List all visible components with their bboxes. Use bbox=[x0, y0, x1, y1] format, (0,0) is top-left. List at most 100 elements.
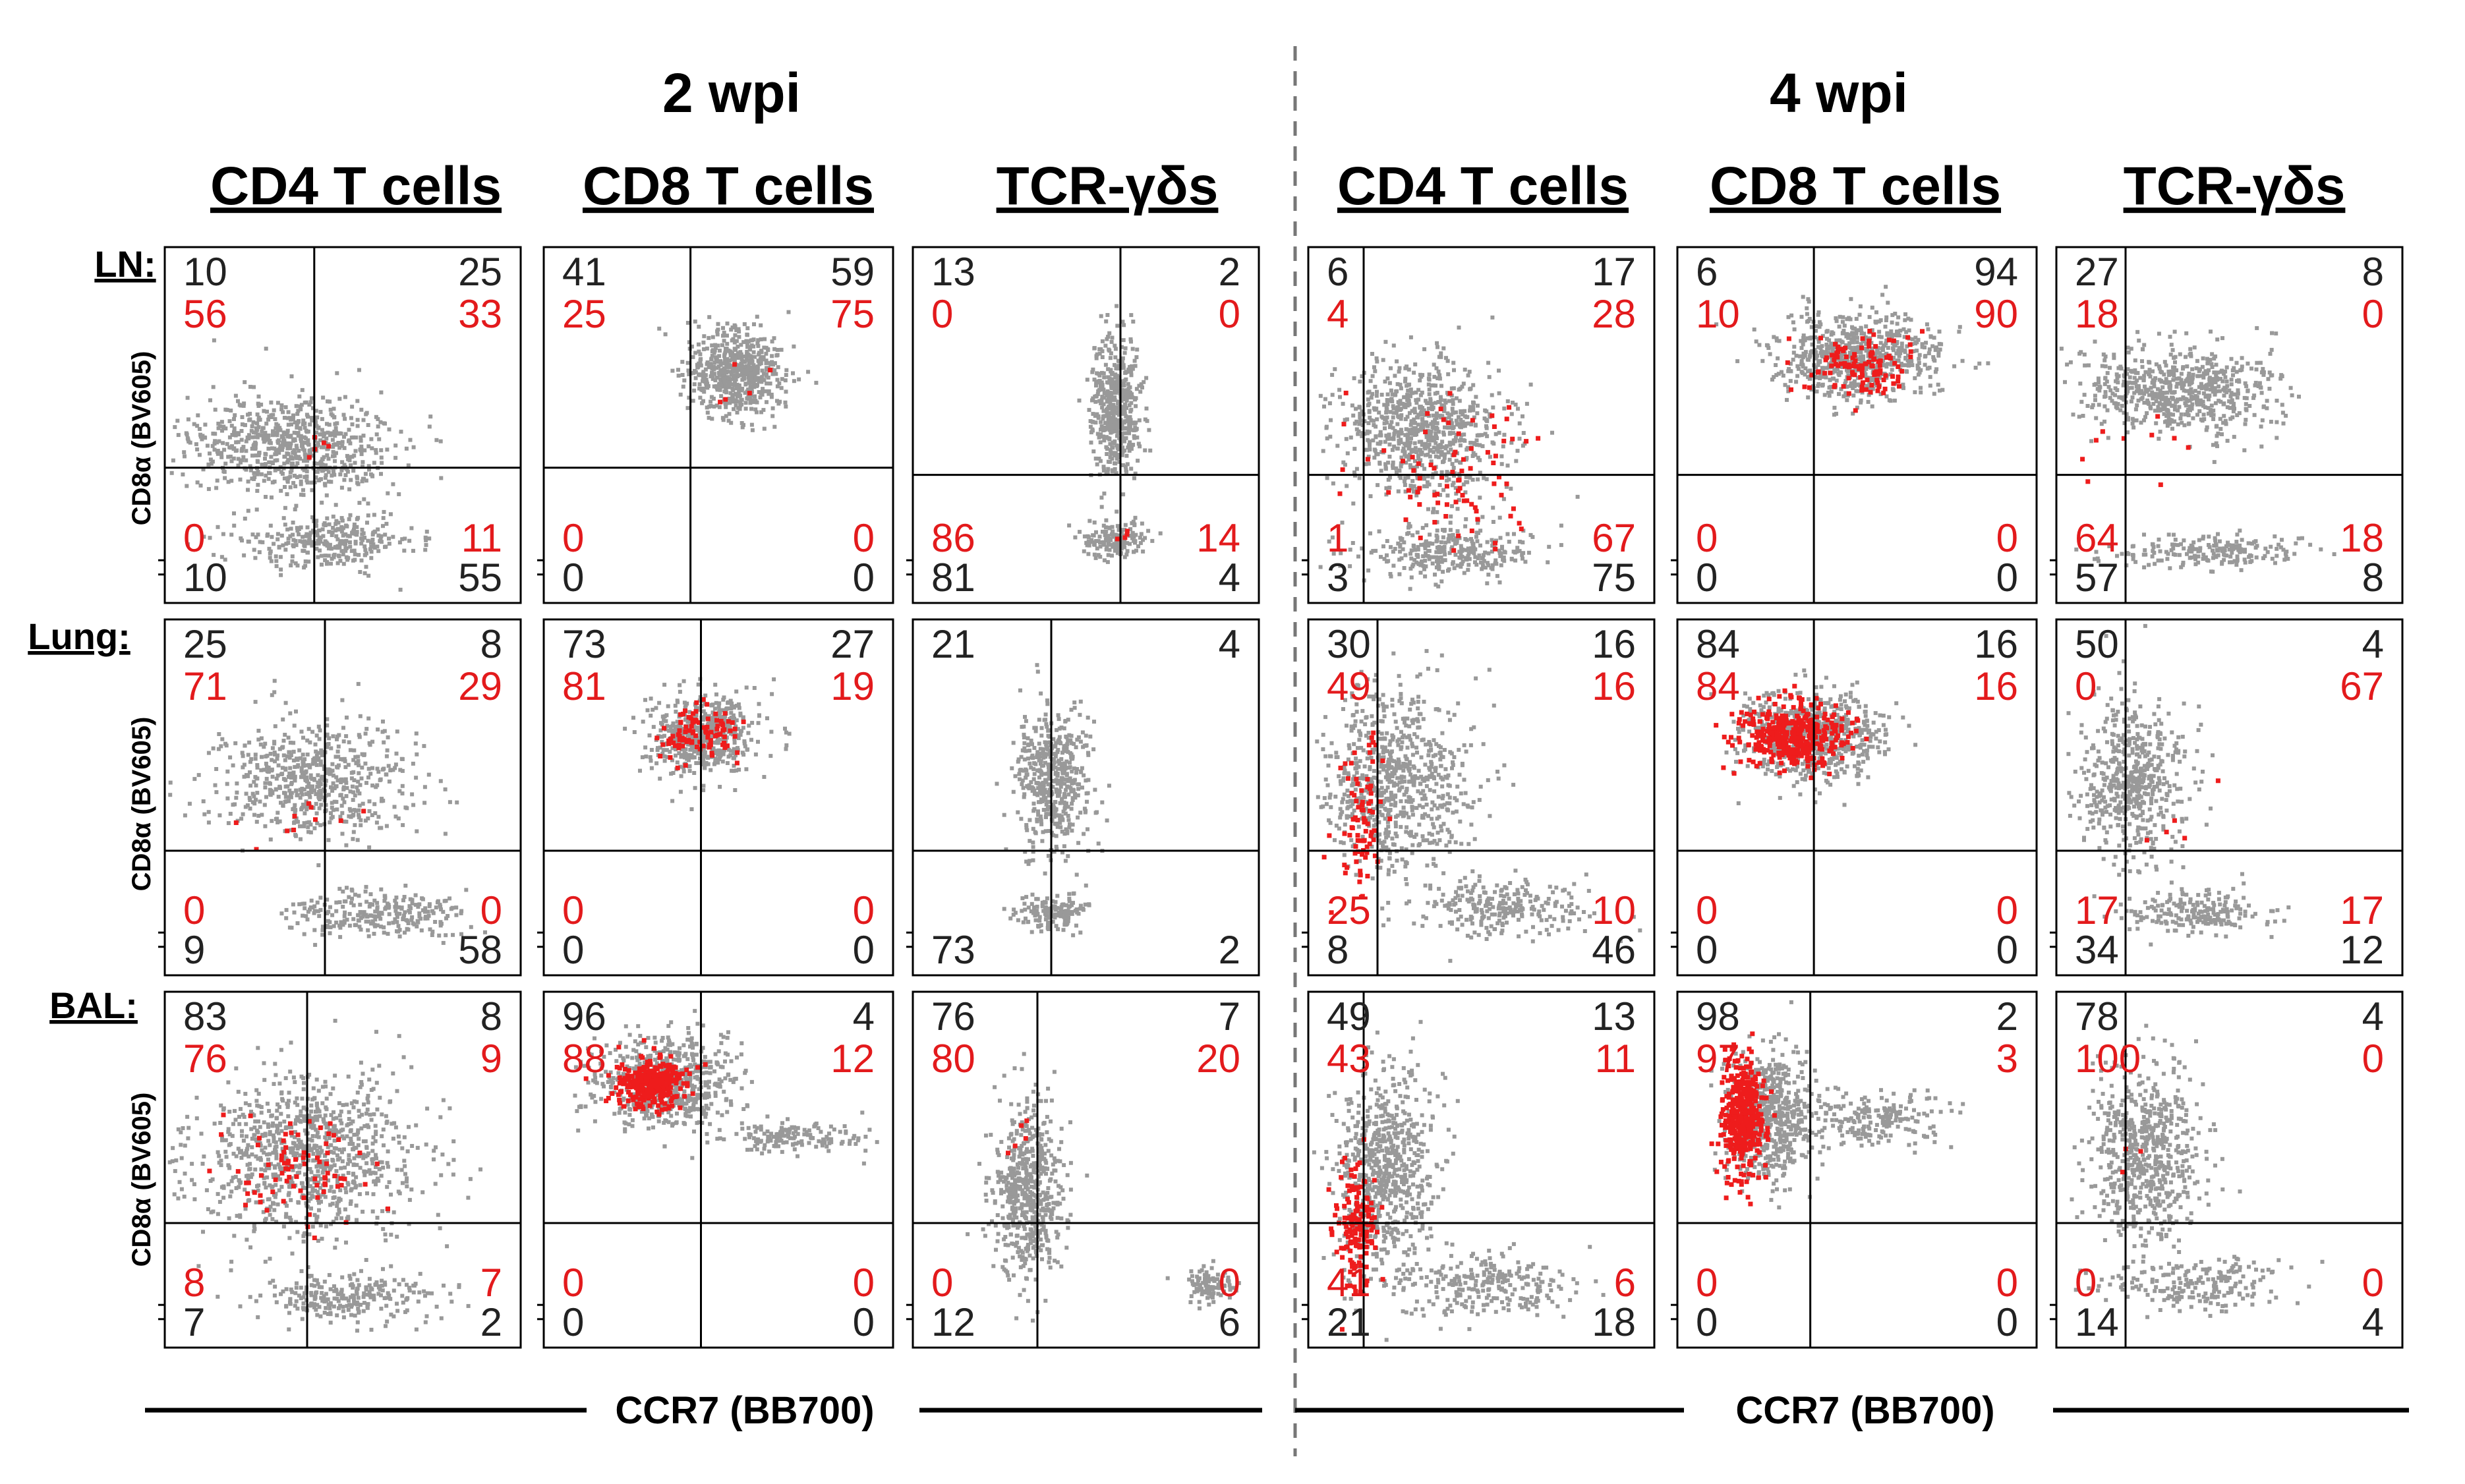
event-dot bbox=[2063, 380, 2067, 384]
event-dot bbox=[1091, 542, 1096, 547]
event-dot bbox=[775, 348, 780, 352]
event-dot bbox=[313, 416, 318, 421]
event-dot bbox=[321, 395, 326, 400]
event-dot bbox=[387, 542, 392, 546]
event-dot bbox=[274, 451, 279, 456]
event-dot bbox=[254, 442, 258, 446]
event-dot bbox=[324, 473, 328, 477]
event-dot bbox=[2122, 380, 2126, 384]
event-dot bbox=[254, 435, 258, 440]
event-dot bbox=[1120, 345, 1124, 349]
event-dot bbox=[2186, 376, 2191, 380]
event-dot bbox=[1450, 462, 1455, 467]
event-dot bbox=[703, 375, 707, 380]
event-dot bbox=[1129, 313, 1134, 318]
event-dot bbox=[2077, 351, 2082, 356]
event-dot bbox=[325, 422, 329, 426]
event-dot bbox=[1435, 520, 1439, 525]
highlight-dot bbox=[1416, 461, 1421, 467]
event-dot bbox=[1122, 420, 1126, 425]
event-dot bbox=[350, 405, 355, 409]
event-dot bbox=[698, 362, 703, 366]
event-dot bbox=[1892, 333, 1896, 337]
event-dot bbox=[1105, 392, 1109, 397]
event-dot bbox=[334, 426, 338, 430]
event-dot bbox=[1445, 358, 1450, 363]
event-dot bbox=[263, 457, 267, 461]
event-dot bbox=[707, 315, 712, 320]
event-dot bbox=[1846, 373, 1851, 378]
event-dot bbox=[1413, 429, 1418, 433]
event-dot bbox=[316, 528, 321, 532]
event-dot bbox=[1818, 346, 1823, 351]
event-dot bbox=[2207, 393, 2212, 398]
event-dot bbox=[740, 421, 744, 425]
event-dot bbox=[2251, 395, 2255, 400]
event-dot bbox=[358, 570, 362, 574]
event-dot bbox=[1438, 493, 1442, 498]
event-dot bbox=[1376, 442, 1380, 446]
event-dot bbox=[737, 329, 741, 334]
event-dot bbox=[1433, 391, 1437, 396]
event-dot bbox=[1466, 554, 1470, 558]
event-dot bbox=[1086, 539, 1091, 544]
event-dot bbox=[784, 368, 789, 372]
event-dot bbox=[1423, 558, 1428, 563]
event-dot bbox=[1443, 558, 1447, 563]
event-dot bbox=[295, 446, 299, 451]
event-dot bbox=[1095, 462, 1099, 467]
highlight-dot bbox=[1456, 533, 1461, 538]
event-dot bbox=[2275, 436, 2279, 440]
event-dot bbox=[676, 374, 681, 378]
event-dot bbox=[2164, 363, 2168, 368]
event-dot bbox=[1100, 355, 1105, 359]
event-dot bbox=[2230, 368, 2235, 372]
event-dot bbox=[752, 398, 757, 403]
event-dot bbox=[377, 437, 382, 442]
event-dot bbox=[2269, 373, 2273, 378]
event-dot bbox=[1427, 378, 1432, 382]
event-dot bbox=[321, 534, 326, 538]
event-dot bbox=[1505, 399, 1510, 403]
event-dot bbox=[1412, 544, 1416, 548]
event-dot bbox=[1374, 356, 1379, 360]
event-dot bbox=[1395, 446, 1400, 451]
event-dot bbox=[339, 468, 344, 472]
event-dot bbox=[2122, 397, 2126, 402]
event-dot bbox=[717, 405, 722, 409]
event-dot bbox=[1132, 550, 1136, 554]
event-dot bbox=[304, 430, 309, 434]
event-dot bbox=[2213, 386, 2217, 390]
event-dot bbox=[1436, 557, 1440, 562]
event-dot bbox=[1107, 377, 1112, 382]
event-dot bbox=[1111, 403, 1116, 407]
event-dot bbox=[289, 563, 293, 567]
event-dot bbox=[1415, 476, 1420, 480]
event-dot bbox=[1413, 459, 1417, 463]
highlight-dot bbox=[1456, 431, 1461, 436]
event-dot bbox=[216, 451, 220, 456]
event-dot bbox=[707, 365, 711, 370]
event-dot bbox=[1120, 434, 1124, 439]
event-dot bbox=[1477, 553, 1482, 557]
event-dot bbox=[1449, 418, 1453, 422]
event-dot bbox=[251, 443, 256, 448]
event-dot bbox=[1805, 312, 1809, 316]
event-dot bbox=[1857, 382, 1861, 387]
event-dot bbox=[2220, 336, 2224, 341]
event-dot bbox=[1391, 563, 1396, 568]
event-dot bbox=[320, 500, 324, 505]
event-dot bbox=[285, 451, 289, 456]
event-dot bbox=[226, 480, 231, 484]
event-dot bbox=[1412, 417, 1416, 422]
event-dot bbox=[1423, 574, 1428, 579]
event-dot bbox=[1438, 413, 1443, 418]
event-dot bbox=[366, 464, 371, 469]
event-dot bbox=[1455, 529, 1460, 534]
event-dot bbox=[1986, 361, 1990, 366]
event-dot bbox=[2229, 382, 2234, 387]
event-dot bbox=[1896, 315, 1901, 320]
event-dot bbox=[343, 542, 347, 547]
event-dot bbox=[1407, 411, 1412, 415]
event-dot bbox=[2211, 409, 2216, 413]
